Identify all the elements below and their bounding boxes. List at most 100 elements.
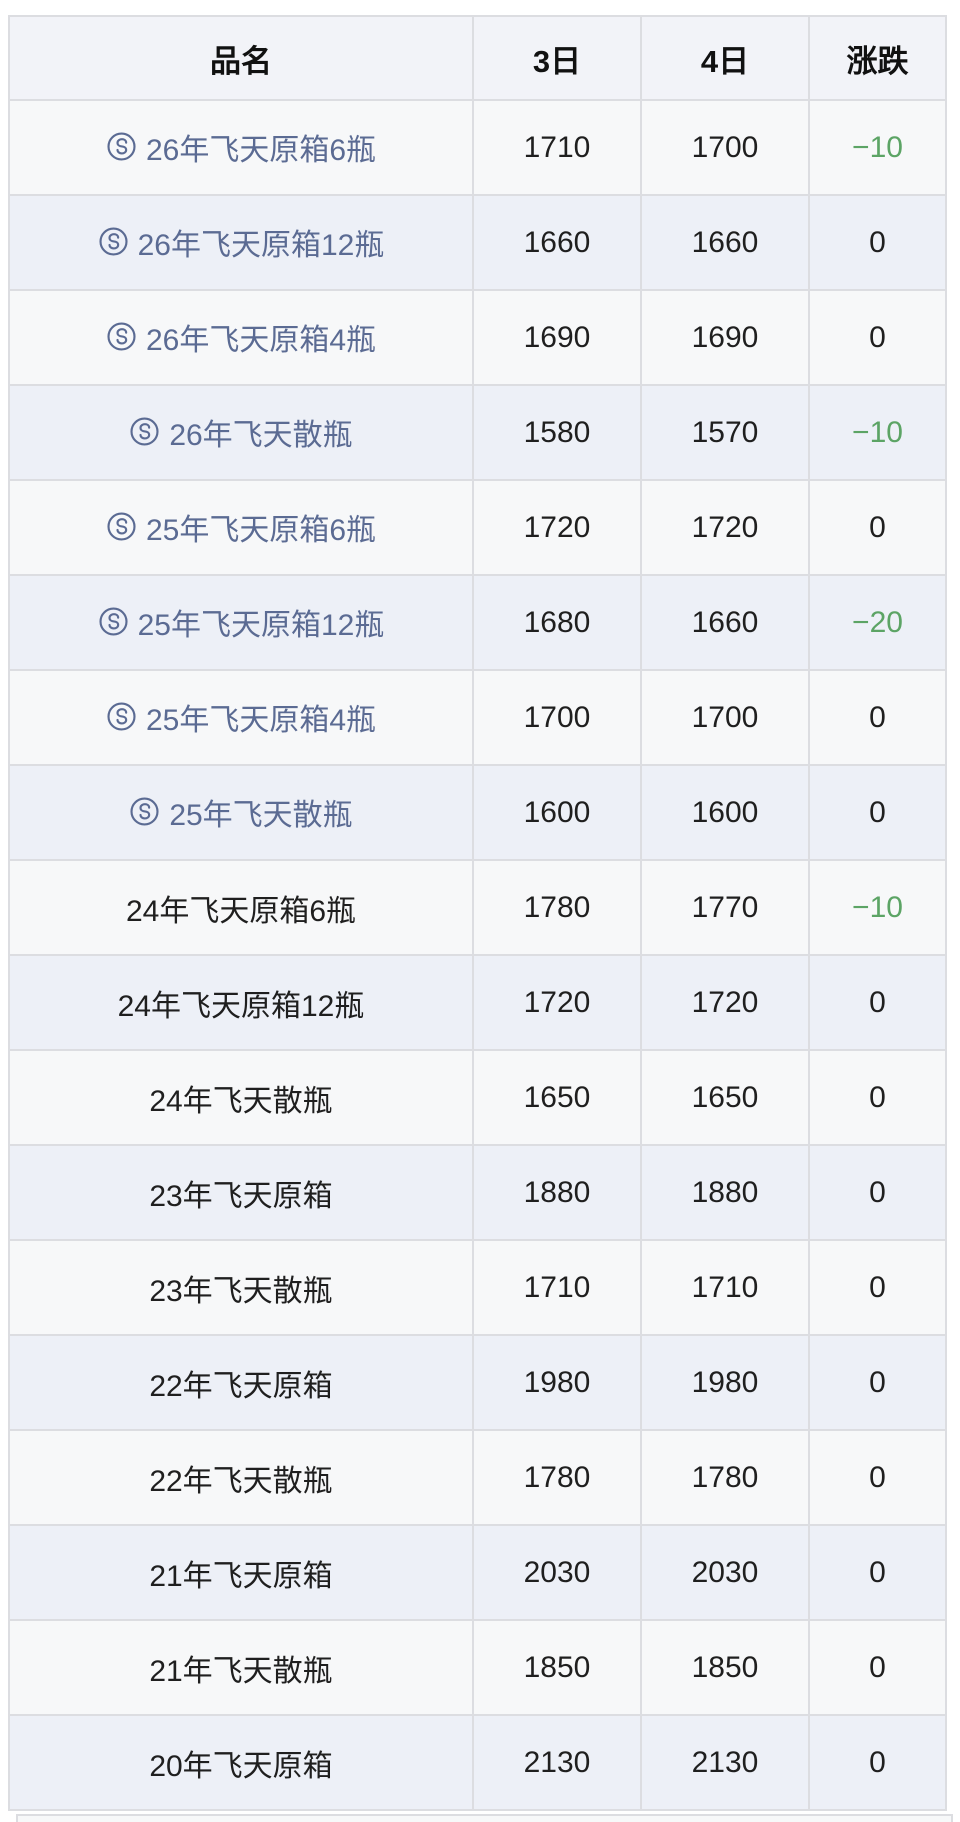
header-row: 品名 3日 4日 涨跌 (8, 15, 947, 101)
next-row-sliver (16, 1814, 953, 1822)
price-day4-cell: 1980 (640, 1334, 810, 1431)
product-name-label: 24年飞天原箱12瓶 (117, 989, 365, 1023)
table-row: 20年飞天原箱 2130 2130 0 (8, 1714, 947, 1811)
product-name-cell: 22年飞天散瓶 (8, 1429, 474, 1526)
price-day4-cell: 1690 (640, 289, 810, 386)
product-name-label: 25年飞天原箱4瓶 (145, 703, 377, 737)
product-name: 24年飞天散瓶 (149, 1076, 332, 1120)
change-cell: −20 (808, 574, 947, 671)
product-name-label: 23年飞天散瓶 (149, 1274, 333, 1308)
table-row: 21年飞天原箱 2030 2030 0 (8, 1524, 947, 1621)
product-link[interactable]: 25年飞天原箱12瓶 (98, 600, 384, 644)
product-name-label: 23年飞天原箱 (149, 1179, 333, 1213)
price-day4-cell: 1700 (640, 669, 810, 766)
change-cell: 0 (808, 1619, 947, 1716)
miniprogram-link-icon (129, 416, 160, 447)
table-row: 25年飞天原箱6瓶 1720 1720 0 (8, 479, 947, 576)
table-row: 26年飞天原箱4瓶 1690 1690 0 (8, 289, 947, 386)
miniprogram-link-icon (98, 606, 129, 637)
table-row: 22年飞天原箱 1980 1980 0 (8, 1334, 947, 1431)
change-cell: 0 (808, 764, 947, 861)
col-header-day4: 4日 (640, 15, 810, 101)
price-day4-cell: 1850 (640, 1619, 810, 1716)
table-row: 26年飞天原箱12瓶 1660 1660 0 (8, 194, 947, 291)
table-row: 26年飞天散瓶 1580 1570 −10 (8, 384, 947, 481)
change-cell: 0 (808, 1334, 947, 1431)
price-day3-cell: 1850 (472, 1619, 642, 1716)
price-day3-cell: 1690 (472, 289, 642, 386)
product-name-cell: 26年飞天原箱12瓶 (8, 194, 474, 291)
product-name: 23年飞天散瓶 (149, 1266, 332, 1310)
product-name-cell: 26年飞天原箱4瓶 (8, 289, 474, 386)
price-day4-cell: 1710 (640, 1239, 810, 1336)
product-name: 22年飞天原箱 (149, 1361, 332, 1405)
product-name-label: 26年飞天散瓶 (169, 418, 353, 452)
table-row: 24年飞天原箱12瓶 1720 1720 0 (8, 954, 947, 1051)
product-name-cell: 24年飞天原箱6瓶 (8, 859, 474, 956)
product-name: 20年飞天原箱 (149, 1741, 332, 1785)
col-header-product-name: 品名 (8, 15, 474, 101)
product-name-cell: 25年飞天原箱4瓶 (8, 669, 474, 766)
miniprogram-link-icon (129, 796, 160, 827)
price-day3-cell: 1580 (472, 384, 642, 481)
col-header-day3: 3日 (472, 15, 642, 101)
product-name-cell: 25年飞天原箱6瓶 (8, 479, 474, 576)
price-day3-cell: 1600 (472, 764, 642, 861)
product-name-cell: 24年飞天散瓶 (8, 1049, 474, 1146)
product-link[interactable]: 25年飞天散瓶 (129, 790, 353, 834)
product-name-label: 26年飞天原箱12瓶 (137, 228, 385, 262)
price-day3-cell: 1710 (472, 1239, 642, 1336)
price-day4-cell: 1720 (640, 954, 810, 1051)
table-row: 25年飞天散瓶 1600 1600 0 (8, 764, 947, 861)
product-name-label: 22年飞天原箱 (149, 1369, 333, 1403)
price-day3-cell: 1660 (472, 194, 642, 291)
miniprogram-link-icon (98, 226, 129, 257)
price-table: 品名 3日 4日 涨跌 26年飞天原箱6瓶 1710 1700 −10 (8, 15, 947, 1811)
price-day4-cell: 2130 (640, 1714, 810, 1811)
product-name-cell: 23年飞天散瓶 (8, 1239, 474, 1336)
price-day4-cell: 2030 (640, 1524, 810, 1621)
product-name-label: 24年飞天原箱6瓶 (125, 894, 357, 928)
price-day3-cell: 1720 (472, 479, 642, 576)
change-cell: 0 (808, 954, 947, 1051)
change-cell: 0 (808, 669, 947, 766)
product-name-label: 25年飞天原箱6瓶 (145, 513, 377, 547)
price-day4-cell: 1660 (640, 194, 810, 291)
miniprogram-link-icon (106, 131, 137, 162)
change-cell: 0 (808, 194, 947, 291)
table-row: 24年飞天原箱6瓶 1780 1770 −10 (8, 859, 947, 956)
change-cell: 0 (808, 289, 947, 386)
change-cell: 0 (808, 1429, 947, 1526)
price-day3-cell: 1980 (472, 1334, 642, 1431)
table-row: 23年飞天散瓶 1710 1710 0 (8, 1239, 947, 1336)
price-day3-cell: 2030 (472, 1524, 642, 1621)
product-link[interactable]: 25年飞天原箱4瓶 (106, 695, 376, 739)
product-link[interactable]: 26年飞天原箱4瓶 (106, 315, 376, 359)
price-day4-cell: 1600 (640, 764, 810, 861)
price-day4-cell: 1660 (640, 574, 810, 671)
table-body: 26年飞天原箱6瓶 1710 1700 −10 26年飞天原箱12瓶 1660 … (8, 99, 947, 1811)
change-cell: 0 (808, 1144, 947, 1241)
price-day3-cell: 1880 (472, 1144, 642, 1241)
price-day4-cell: 1770 (640, 859, 810, 956)
price-day3-cell: 1780 (472, 859, 642, 956)
price-day3-cell: 1720 (472, 954, 642, 1051)
change-cell: −10 (808, 859, 947, 956)
change-cell: 0 (808, 1524, 947, 1621)
product-link[interactable]: 26年飞天原箱12瓶 (98, 220, 385, 264)
price-day3-cell: 1680 (472, 574, 642, 671)
table-row: 26年飞天原箱6瓶 1710 1700 −10 (8, 99, 947, 196)
table-row: 25年飞天原箱12瓶 1680 1660 −20 (8, 574, 947, 671)
table-row: 24年飞天散瓶 1650 1650 0 (8, 1049, 947, 1146)
product-name-cell: 25年飞天散瓶 (8, 764, 474, 861)
product-name-label: 24年飞天散瓶 (149, 1084, 333, 1118)
product-link[interactable]: 25年飞天原箱6瓶 (106, 505, 376, 549)
product-link[interactable]: 26年飞天原箱6瓶 (106, 125, 376, 169)
product-link[interactable]: 26年飞天散瓶 (129, 410, 353, 454)
col-header-change: 涨跌 (808, 15, 947, 101)
price-day3-cell: 1700 (472, 669, 642, 766)
product-name-cell: 25年飞天原箱12瓶 (8, 574, 474, 671)
change-cell: 0 (808, 479, 947, 576)
table-row: 23年飞天原箱 1880 1880 0 (8, 1144, 947, 1241)
